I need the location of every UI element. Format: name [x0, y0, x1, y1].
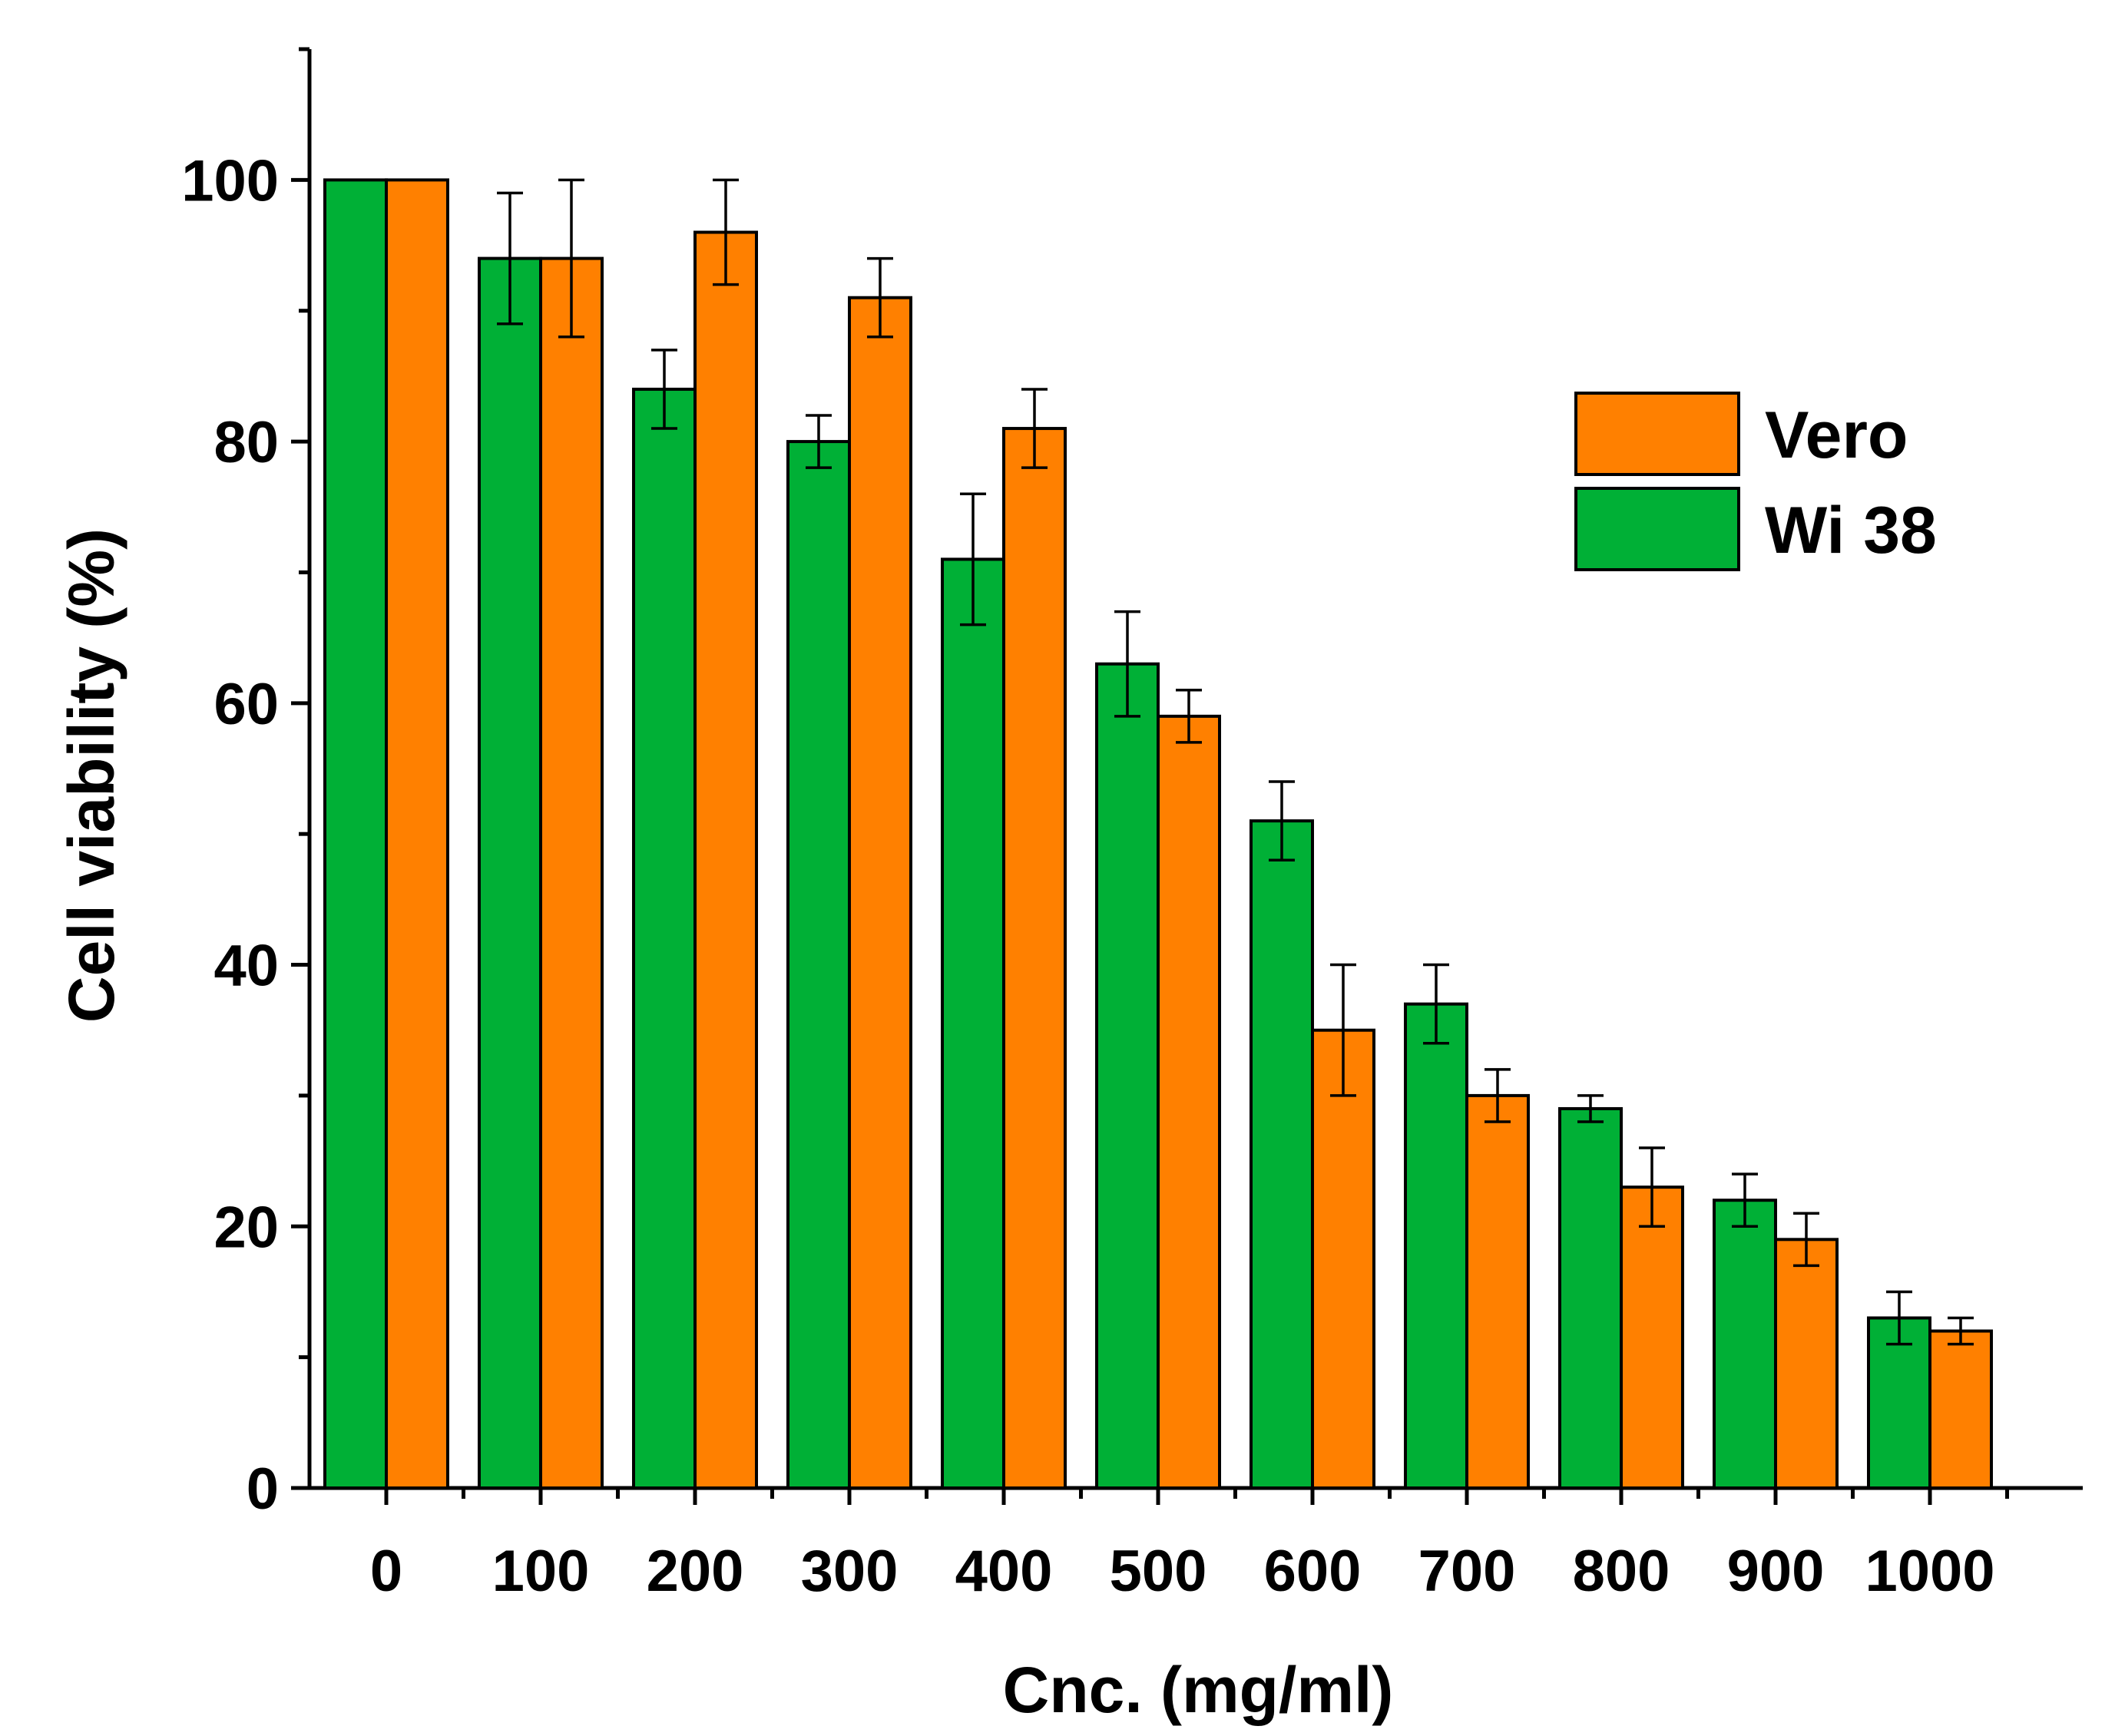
- x-tick-label: 0: [370, 1539, 402, 1604]
- y-axis-title: Cell viability (%): [55, 528, 127, 1023]
- error-bars: [497, 178, 1974, 1346]
- bar-wi-38: [1713, 1199, 1777, 1490]
- y-tick-label: 20: [213, 1195, 279, 1260]
- legend-label: Vero: [1765, 398, 1908, 472]
- bar-wi-38: [1867, 1316, 1931, 1490]
- bar-wi-38: [941, 557, 1005, 1490]
- x-tick-label: 200: [647, 1539, 744, 1604]
- bar-wi-38: [1558, 1106, 1623, 1490]
- bar-vero: [539, 256, 604, 1490]
- bar-vero: [1311, 1028, 1375, 1490]
- x-tick-label: 800: [1573, 1539, 1670, 1604]
- x-axis-title: Cnc. (mg/ml): [1003, 1654, 1394, 1726]
- bar-vero: [1002, 427, 1067, 1490]
- bar-vero: [1465, 1093, 1530, 1490]
- bar-wi-38: [478, 256, 542, 1490]
- bar-vero: [848, 296, 912, 1490]
- x-tick-label: 100: [492, 1539, 590, 1604]
- bar-wi-38: [1404, 1002, 1468, 1490]
- legend: Vero Wi 38: [1574, 392, 1937, 571]
- y-tick-label: 0: [247, 1457, 279, 1522]
- y-tick-label: 80: [213, 410, 279, 475]
- x-tick-label: 1000: [1865, 1539, 1994, 1604]
- y-tick-label: 100: [181, 148, 279, 213]
- x-tick-label: 700: [1418, 1539, 1516, 1604]
- bar-vero: [1157, 714, 1221, 1490]
- legend-swatch-wi-38: [1574, 487, 1740, 571]
- bar-wi-38: [323, 178, 388, 1490]
- x-tick-label: 500: [1110, 1539, 1207, 1604]
- y-tick-label: 40: [213, 934, 279, 999]
- bars: [323, 178, 1993, 1490]
- legend-label: Wi 38: [1765, 494, 1937, 567]
- bar-vero: [1774, 1238, 1839, 1490]
- bar-wi-38: [1095, 662, 1160, 1490]
- x-tick-label: 900: [1727, 1539, 1825, 1604]
- bar-vero: [385, 178, 449, 1490]
- x-tick-label: 600: [1264, 1539, 1362, 1604]
- bar-vero: [1928, 1329, 1993, 1490]
- x-tick-label: 400: [955, 1539, 1053, 1604]
- bar-wi-38: [786, 440, 851, 1490]
- bar-vero: [1620, 1185, 1684, 1490]
- y-tick-label: 60: [213, 672, 279, 737]
- bar-vero: [693, 230, 758, 1490]
- x-tick-label: 300: [801, 1539, 899, 1604]
- bar-wi-38: [1250, 819, 1314, 1490]
- legend-swatch-vero: [1574, 392, 1740, 476]
- bar-wi-38: [632, 387, 697, 1490]
